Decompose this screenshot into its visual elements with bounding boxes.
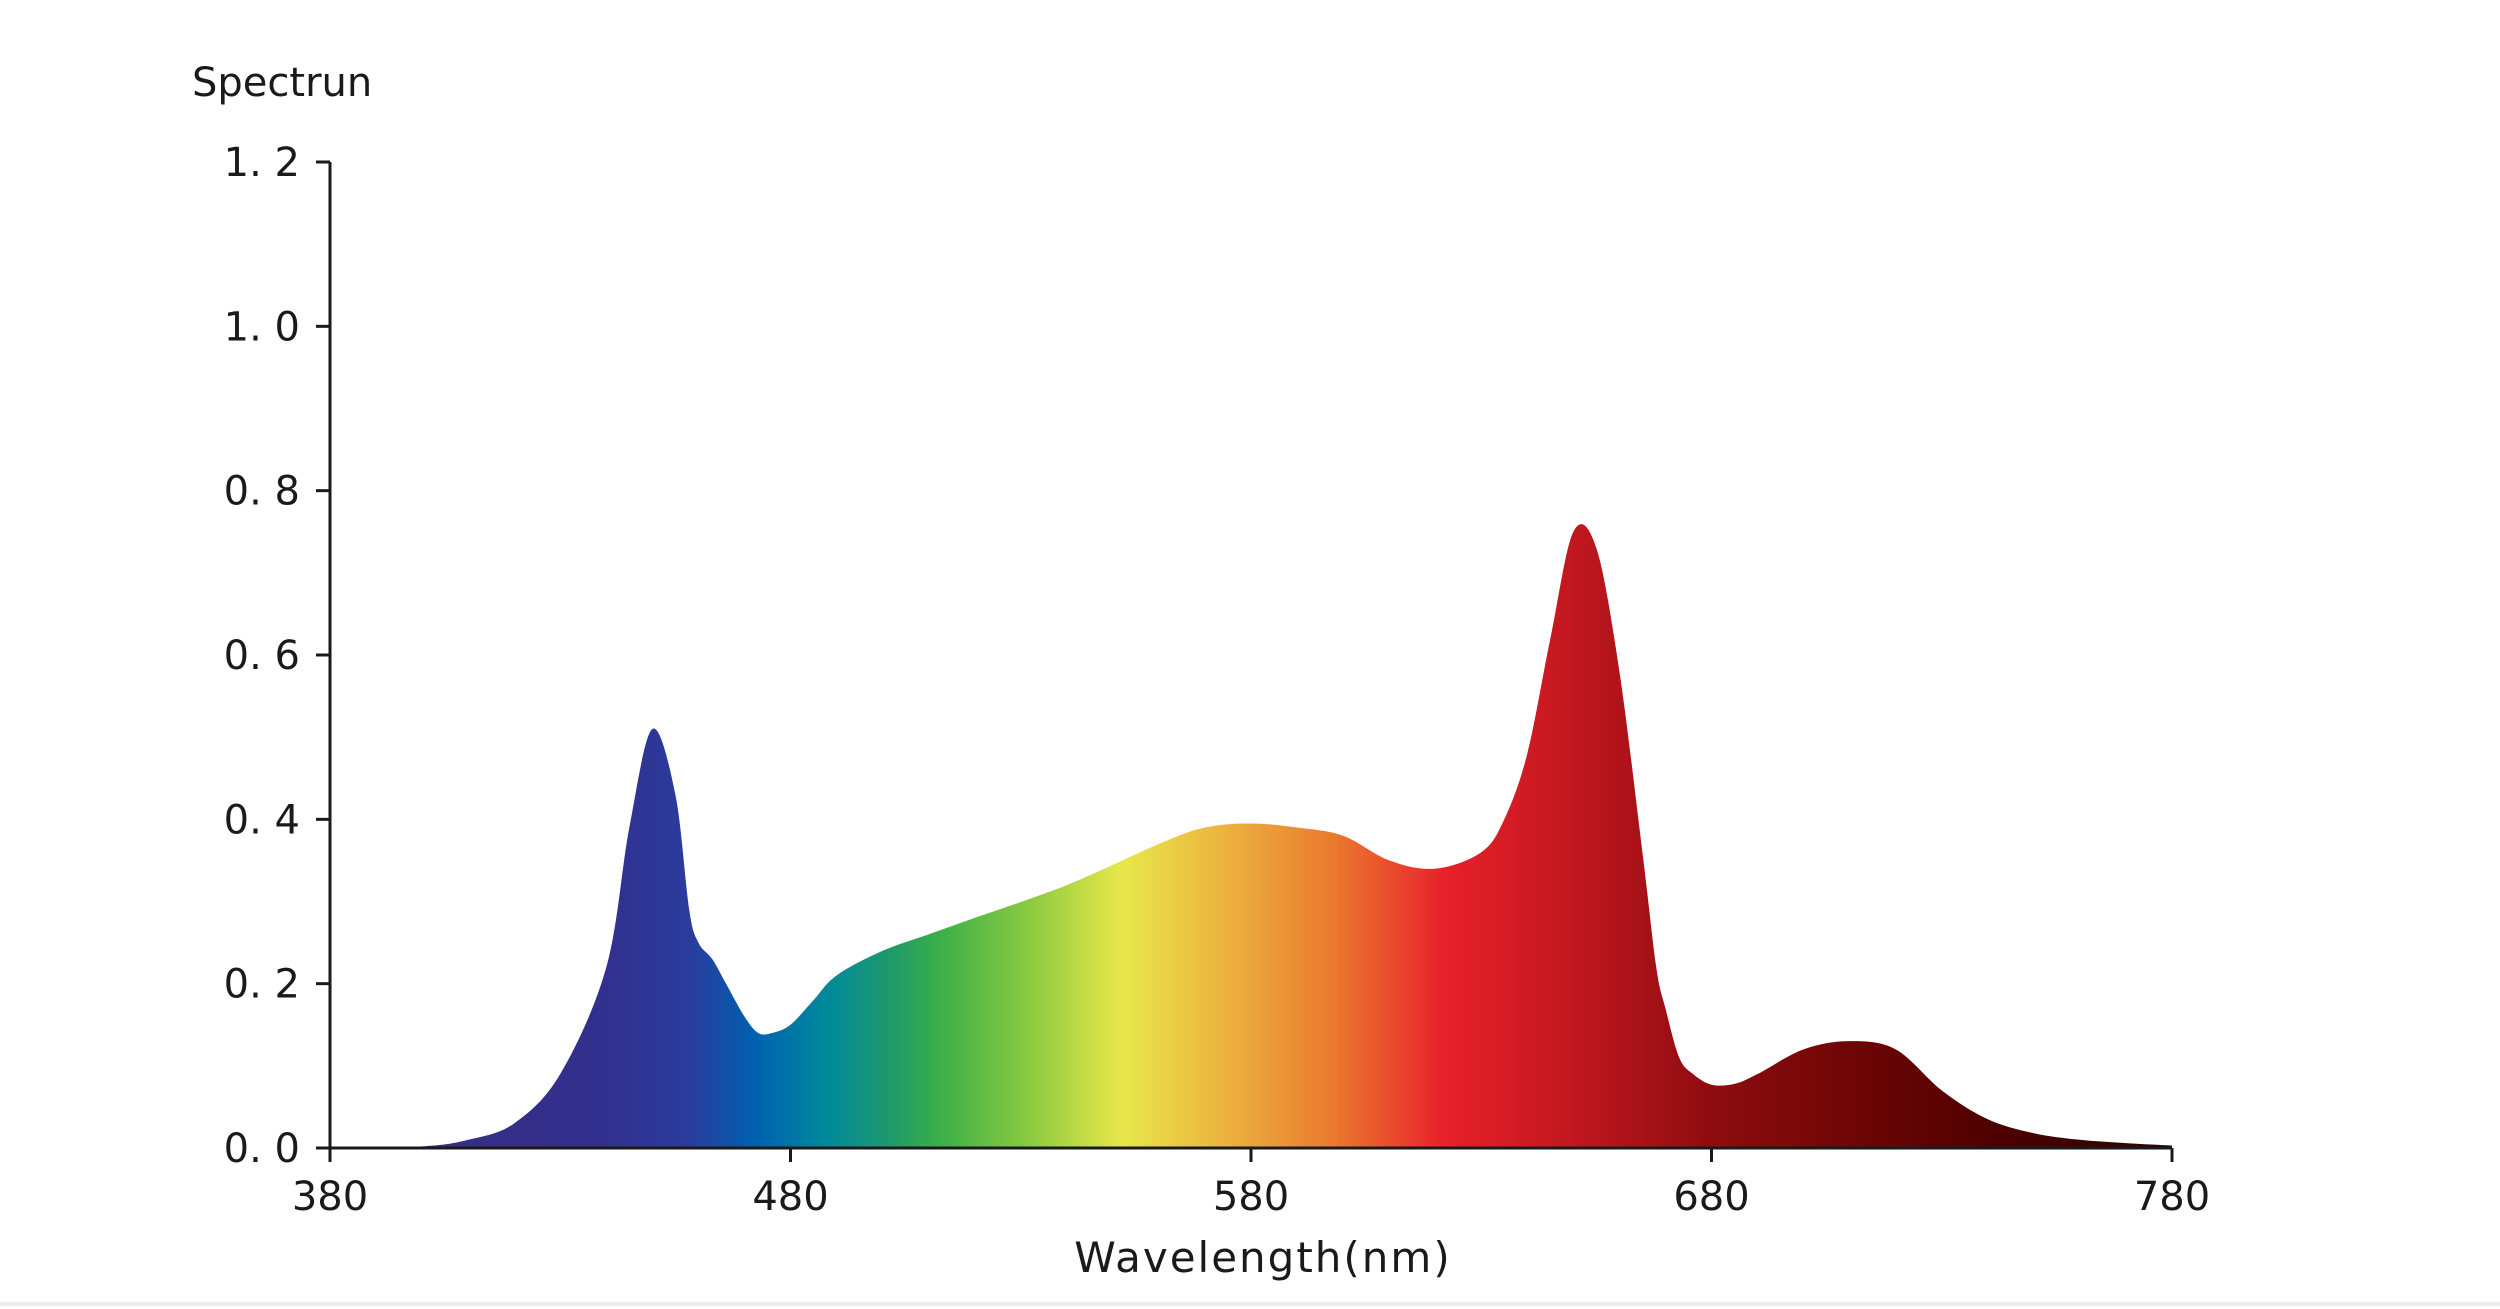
y-tick-label: 0. 4 — [224, 797, 300, 843]
x-tick-label: 780 — [2134, 1174, 2210, 1220]
bottom-divider — [0, 1302, 2500, 1306]
x-tick-label: 480 — [752, 1174, 828, 1220]
y-axis-title: Spectrun — [192, 60, 372, 106]
x-axis-title: Wavelength(nm) — [1074, 1233, 1451, 1282]
x-tick-label: 680 — [1673, 1174, 1749, 1220]
y-tick-label: 0. 8 — [224, 469, 300, 515]
area-layer — [330, 524, 2172, 1148]
y-tick-label: 1. 0 — [224, 304, 300, 350]
y-tick-label: 0. 2 — [224, 962, 300, 1008]
y-tick-label: 0. 6 — [224, 633, 300, 679]
y-ticks: 0. 0 0. 2 0. 4 0. 6 0. 8 1. 0 1. 2 — [224, 140, 330, 1172]
spectrum-area — [330, 524, 2172, 1148]
y-tick-label: 1. 2 — [224, 140, 300, 186]
x-tick-label: 380 — [292, 1174, 368, 1220]
x-tick-label: 580 — [1213, 1174, 1289, 1220]
y-tick-label: 0. 0 — [224, 1126, 300, 1172]
x-ticks: 380 480 580 680 780 — [292, 1148, 2210, 1220]
